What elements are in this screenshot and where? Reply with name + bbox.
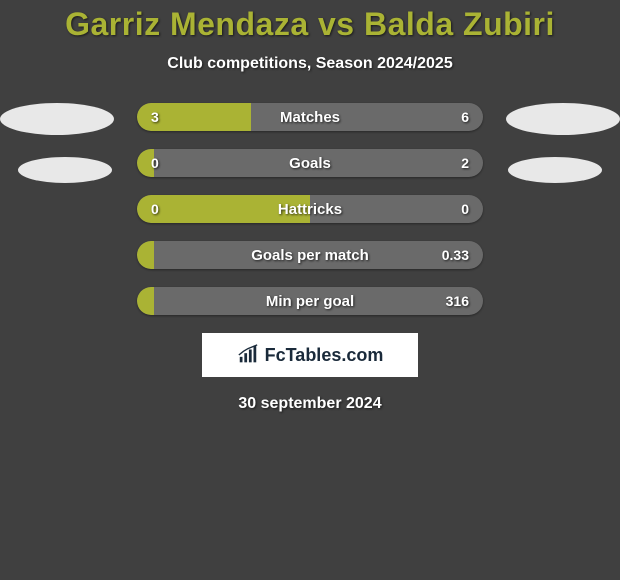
ellipse-placeholder (508, 157, 602, 183)
subtitle: Club competitions, Season 2024/2025 (0, 55, 620, 73)
stat-bar-min-per-goal: Min per goal 316 (137, 287, 483, 315)
bar-label: Goals (137, 149, 483, 177)
stat-bar-goals: 0 Goals 2 (137, 149, 483, 177)
bar-label: Goals per match (137, 241, 483, 269)
infographic-container: Garriz Mendaza vs Balda Zubiri Club comp… (0, 0, 620, 413)
bar-value-right: 6 (461, 103, 469, 131)
bar-fill-left (137, 195, 310, 223)
left-player-marks (0, 103, 114, 183)
source-badge: FcTables.com (202, 333, 418, 377)
bar-value-left: 0 (151, 149, 159, 177)
bar-fill-left (137, 287, 154, 315)
page-title: Garriz Mendaza vs Balda Zubiri (0, 6, 620, 43)
bar-value-left: 3 (151, 103, 159, 131)
bar-value-right: 0 (461, 195, 469, 223)
bar-fill-left (137, 241, 154, 269)
stat-bars: 3 Matches 6 0 Goals 2 0 Hattricks 0 Goal… (137, 103, 483, 315)
footer-date: 30 september 2024 (0, 395, 620, 413)
comparison-area: 3 Matches 6 0 Goals 2 0 Hattricks 0 Goal… (0, 103, 620, 413)
right-player-marks (506, 103, 620, 183)
ellipse-placeholder (0, 103, 114, 135)
ellipse-placeholder (18, 157, 112, 183)
ellipse-placeholder (506, 103, 620, 135)
stat-bar-goals-per-match: Goals per match 0.33 (137, 241, 483, 269)
bar-label: Min per goal (137, 287, 483, 315)
source-badge-text: FcTables.com (265, 345, 384, 366)
stat-bar-hattricks: 0 Hattricks 0 (137, 195, 483, 223)
bar-chart-icon (237, 344, 259, 366)
bar-value-left: 0 (151, 195, 159, 223)
bar-value-right: 2 (461, 149, 469, 177)
bar-value-right: 0.33 (442, 241, 469, 269)
bar-value-right: 316 (446, 287, 469, 315)
stat-bar-matches: 3 Matches 6 (137, 103, 483, 131)
